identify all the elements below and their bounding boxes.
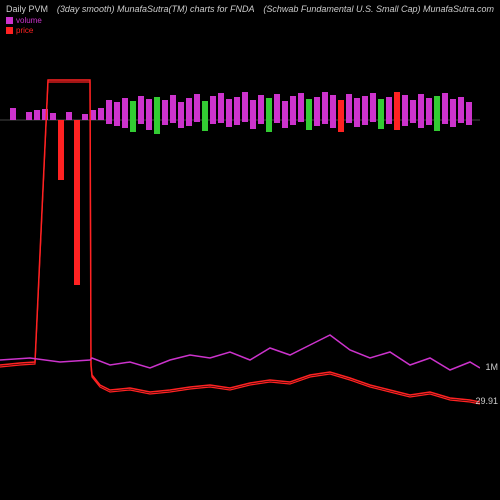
header-center: (3day smooth) MunafaSutra(TM) charts for… [48,4,263,14]
legend-price-label: price [16,26,33,35]
price-end-label: 29.91 [475,396,498,406]
legend-volume-label: volume [16,16,42,25]
legend: volume price [6,16,42,36]
header-left: Daily PVM [6,4,48,14]
chart-header: Daily PVM (3day smooth) MunafaSutra(TM) … [0,4,500,14]
legend-price-swatch [6,27,13,34]
legend-price: price [6,26,42,35]
legend-volume: volume [6,16,42,25]
chart-svg [0,40,480,490]
header-right: (Schwab Fundamental U.S. Small Cap) Muna… [263,4,494,14]
chart-area [0,40,480,490]
volume-end-label: 1M [485,362,498,372]
legend-volume-swatch [6,17,13,24]
